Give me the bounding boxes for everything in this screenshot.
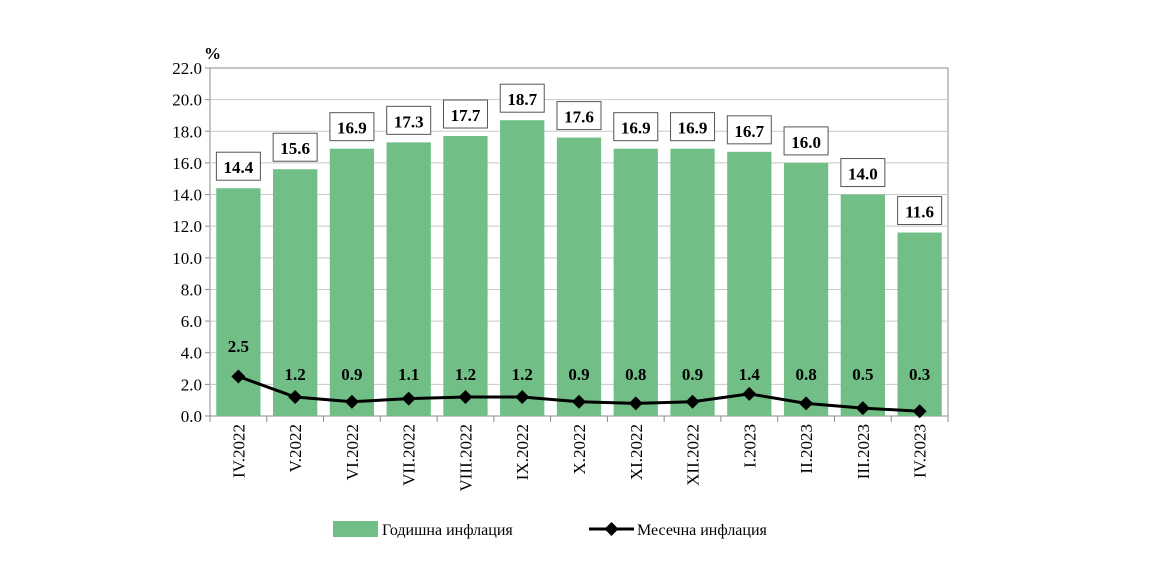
y-tick-label: 0.0 xyxy=(181,407,202,426)
line-value-label: 2.5 xyxy=(228,337,249,356)
bar-value-label: 16.9 xyxy=(678,119,708,138)
bar xyxy=(443,136,488,416)
x-tick-label: XI.2022 xyxy=(627,424,646,480)
bar-value-label: 11.6 xyxy=(905,203,934,222)
y-tick-label: 14.0 xyxy=(172,186,202,205)
y-tick-label: 2.0 xyxy=(181,375,202,394)
line-value-label: 1.2 xyxy=(455,365,476,384)
line-value-label: 0.9 xyxy=(341,365,362,384)
bar-value-box xyxy=(442,99,488,129)
y-tick-label: 22.0 xyxy=(172,59,202,78)
line-value-label: 0.8 xyxy=(795,365,816,384)
x-tick-label: IX.2022 xyxy=(513,424,532,480)
bar-value-label: 16.9 xyxy=(621,119,651,138)
bar xyxy=(273,169,318,416)
bar-value-box xyxy=(386,105,432,135)
y-tick-label: 16.0 xyxy=(172,154,202,173)
bar-value-label: 16.0 xyxy=(791,133,821,152)
y-tick-label: 6.0 xyxy=(181,312,202,331)
y-tick-label: 12.0 xyxy=(172,217,202,236)
y-axis-unit: % xyxy=(204,44,221,63)
y-tick-label: 4.0 xyxy=(181,344,202,363)
line-value-label: 0.9 xyxy=(568,365,589,384)
line-marker xyxy=(515,390,530,405)
bar-value-label: 17.6 xyxy=(564,108,594,127)
bar-value-label: 17.3 xyxy=(394,112,424,131)
bar-value-box xyxy=(329,112,375,142)
bar-value-label: 16.7 xyxy=(734,122,764,141)
line-value-label: 1.2 xyxy=(512,365,533,384)
y-tick-label: 10.0 xyxy=(172,249,202,268)
bar xyxy=(329,148,375,416)
bar-value-label: 16.9 xyxy=(337,119,367,138)
x-tick-label: VII.2022 xyxy=(400,424,419,486)
bar-value-box xyxy=(272,132,318,162)
bar xyxy=(727,151,772,416)
bar xyxy=(840,194,885,416)
x-tick-label: X.2022 xyxy=(570,424,589,475)
bar-value-box xyxy=(499,83,545,113)
line-marker xyxy=(912,404,927,419)
line-marker xyxy=(855,401,870,416)
line-value-label: 0.5 xyxy=(852,365,873,384)
x-tick-label: II.2023 xyxy=(797,424,816,474)
line-value-label: 0.9 xyxy=(682,365,703,384)
x-tick-label: VI.2022 xyxy=(343,424,362,480)
bar-value-label: 17.7 xyxy=(451,106,481,125)
line-value-label: 1.1 xyxy=(398,365,419,384)
line-marker xyxy=(344,394,359,409)
line-value-label: 1.4 xyxy=(739,365,761,384)
line-marker xyxy=(799,396,814,411)
line-marker xyxy=(288,390,303,405)
bar-value-box xyxy=(613,112,659,142)
x-tick-label: VIII.2022 xyxy=(456,424,475,492)
legend: Годишна инфлация Месечна инфлация xyxy=(333,521,768,539)
bar-value-box xyxy=(840,158,886,188)
y-tick-label: 18.0 xyxy=(172,122,202,141)
bar xyxy=(500,120,545,416)
bar-value-box xyxy=(783,126,829,156)
line-marker xyxy=(458,390,473,405)
line-value-label: 1.2 xyxy=(285,365,306,384)
x-tick-label: XII.2022 xyxy=(684,424,703,486)
bar xyxy=(386,142,431,416)
legend-line-marker xyxy=(604,522,619,536)
line-value-label: 0.3 xyxy=(909,365,930,384)
line-marker xyxy=(572,394,586,409)
y-tick-label: 8.0 xyxy=(181,280,202,299)
bar-value-label: 18.7 xyxy=(507,90,537,109)
line-marker xyxy=(628,396,643,411)
line-marker xyxy=(401,391,416,406)
bar-value-box xyxy=(215,151,261,181)
line-marker xyxy=(231,369,246,384)
line-marker xyxy=(742,386,757,401)
bar-value-label: 14.4 xyxy=(224,158,254,177)
line-value-label: 0.8 xyxy=(625,365,646,384)
x-tick-label: IV.2022 xyxy=(229,424,248,478)
line-marker xyxy=(685,394,700,409)
legend-bar-label: Годишна инфлация xyxy=(382,522,513,539)
bar-value-label: 15.6 xyxy=(280,139,310,158)
bar-value-box xyxy=(726,115,772,145)
bar-value-box xyxy=(897,196,943,226)
bar xyxy=(783,162,829,416)
legend-line-label: Месечна инфлация xyxy=(637,522,768,539)
x-tick-label: V.2022 xyxy=(286,424,305,472)
bar xyxy=(556,137,602,416)
bar xyxy=(613,148,658,416)
x-tick-label: I.2023 xyxy=(740,424,759,468)
bar-value-box xyxy=(670,112,716,142)
bar-value-box xyxy=(556,101,602,131)
x-tick-label: IV.2023 xyxy=(911,424,930,478)
x-tick-label: III.2023 xyxy=(854,424,873,479)
y-tick-label: 20.0 xyxy=(172,91,202,110)
legend-bar-swatch xyxy=(333,521,378,537)
bar xyxy=(897,232,942,416)
bar-value-label: 14.0 xyxy=(848,165,878,184)
bar xyxy=(670,148,715,416)
